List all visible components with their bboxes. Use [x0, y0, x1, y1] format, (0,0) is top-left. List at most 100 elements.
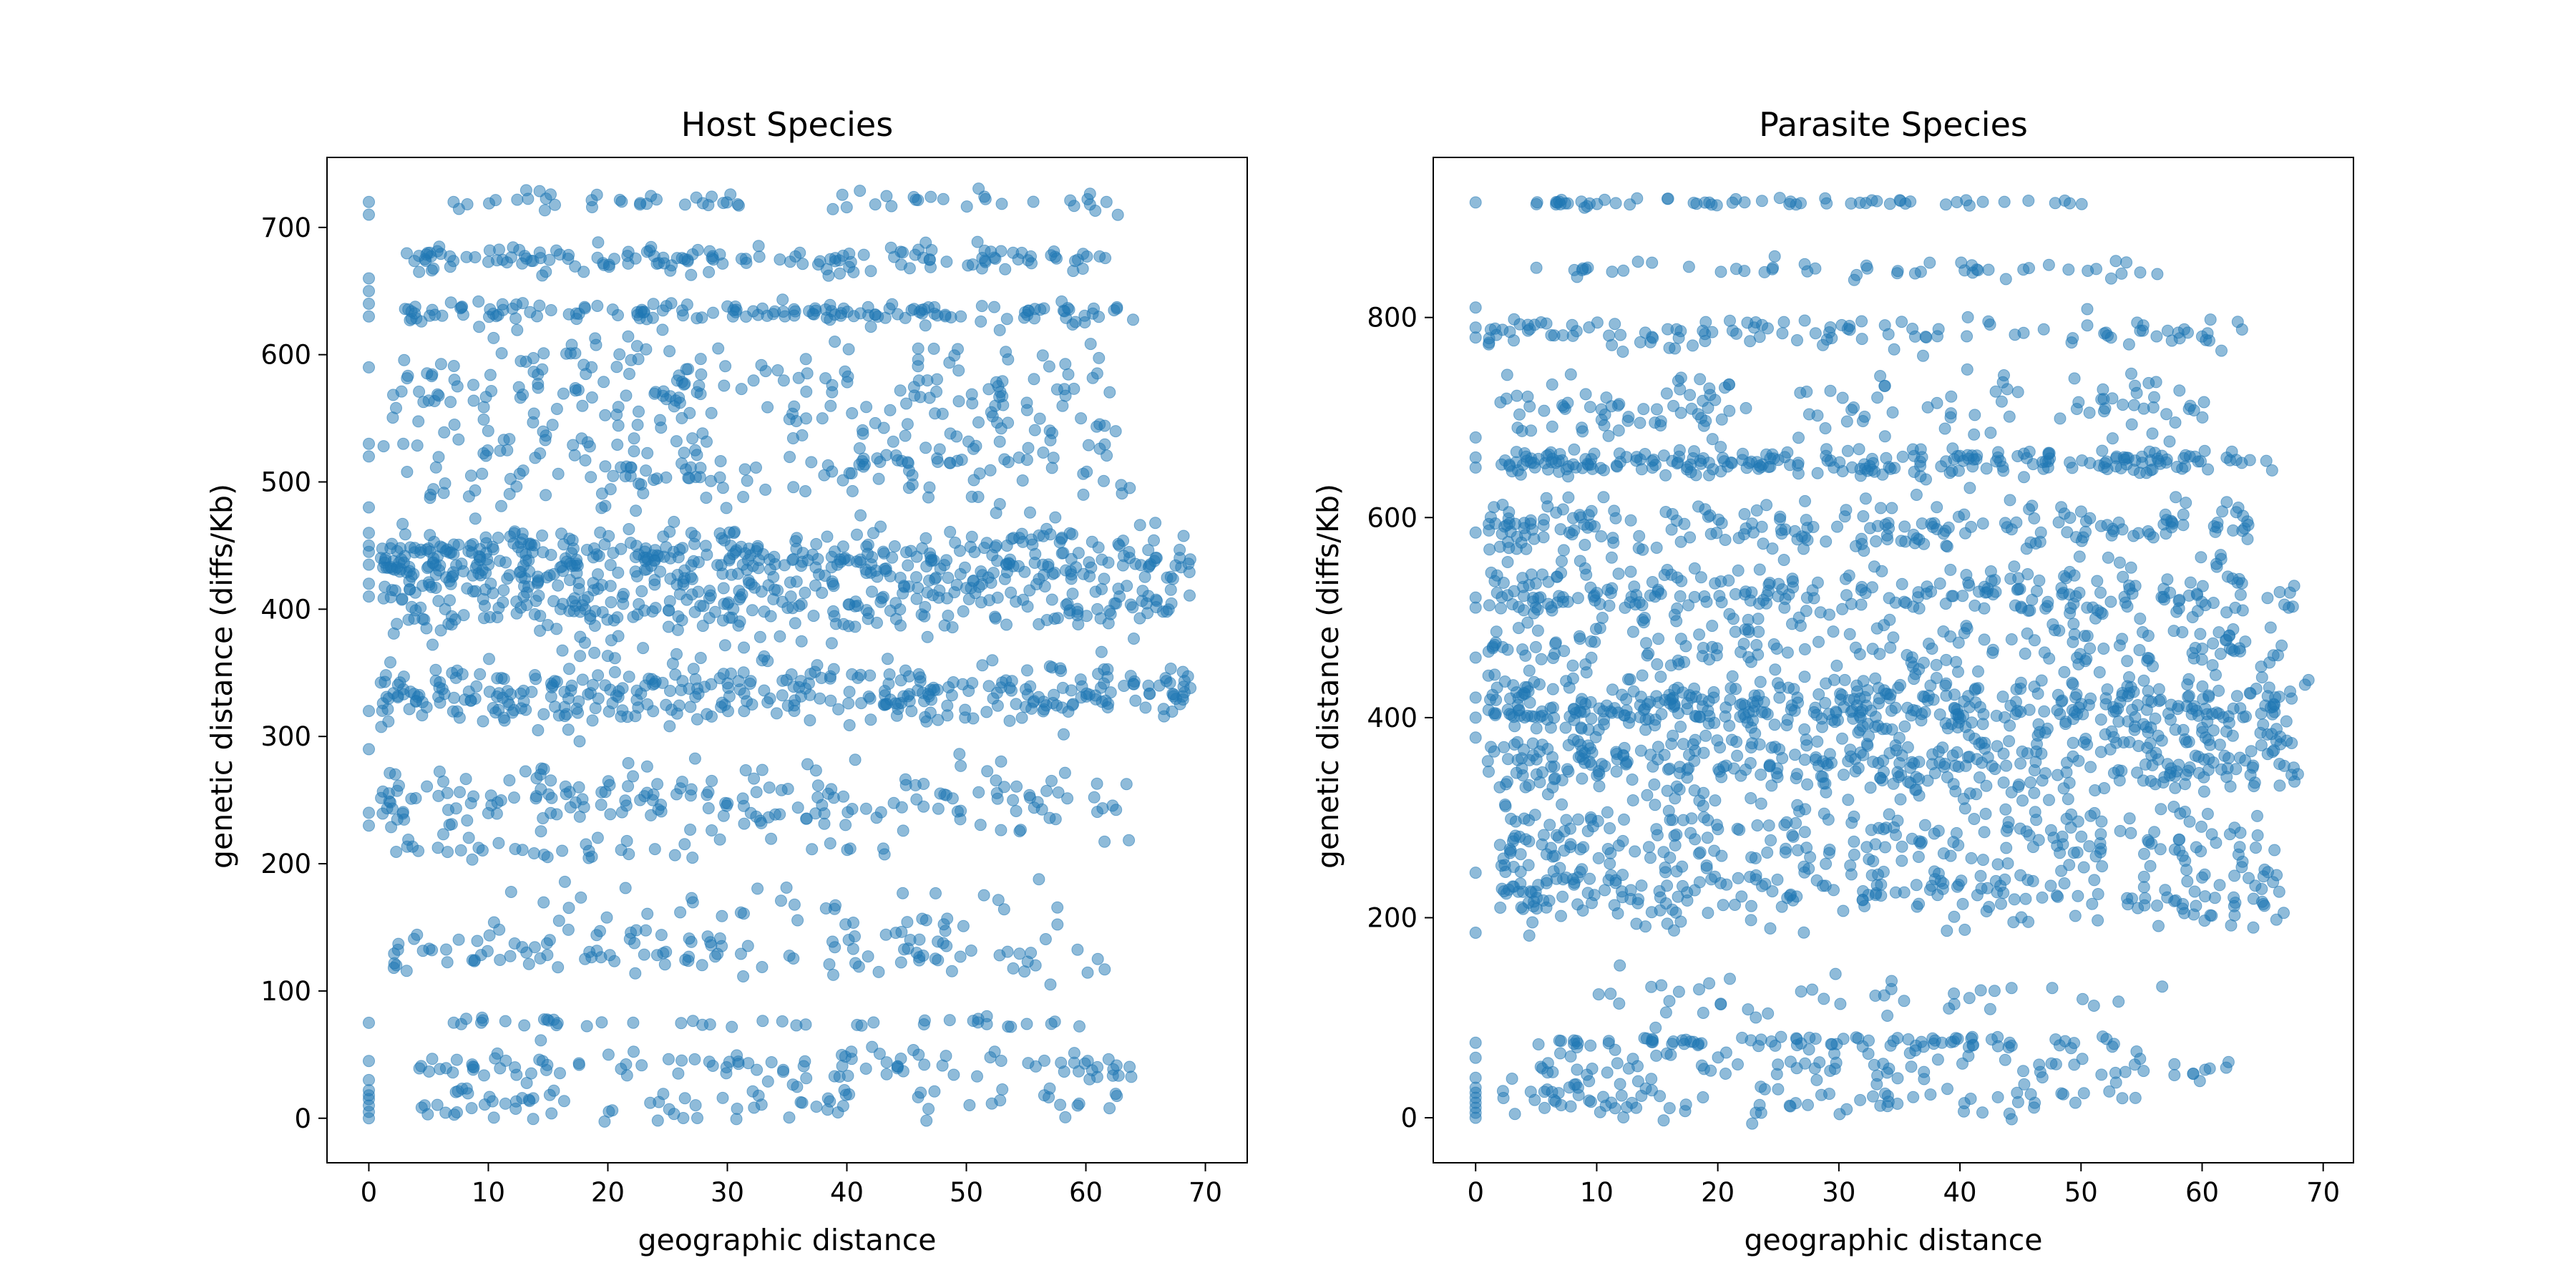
data-point: [1734, 711, 1747, 723]
data-point: [1908, 267, 1921, 280]
data-point: [1091, 1060, 1104, 1073]
data-point: [2081, 630, 2094, 643]
data-point: [645, 190, 658, 203]
data-point: [685, 268, 698, 281]
host-x-axis-label: geographic distance: [638, 1223, 936, 1257]
data-point: [1055, 665, 1068, 678]
data-point: [1761, 589, 1773, 602]
data-point: [1036, 349, 1049, 362]
data-point: [1684, 826, 1697, 839]
y-tick-label: 500: [260, 467, 311, 498]
data-point: [1049, 511, 1062, 524]
data-point: [1941, 924, 1953, 937]
data-point: [1059, 389, 1072, 402]
data-point: [869, 198, 882, 211]
data-point: [1113, 590, 1126, 603]
data-point: [941, 912, 954, 925]
data-point: [1584, 872, 1596, 885]
data-point: [1597, 491, 1610, 504]
data-point: [477, 401, 490, 414]
data-point: [1091, 952, 1104, 965]
data-point: [540, 265, 552, 278]
data-point: [1711, 734, 1724, 747]
data-point: [2134, 324, 2147, 337]
data-point: [548, 675, 561, 688]
data-point: [2022, 195, 2035, 207]
data-point: [384, 591, 397, 604]
data-point: [1580, 568, 1593, 581]
data-point: [1958, 695, 1971, 708]
data-point: [532, 576, 545, 588]
data-point: [2067, 618, 2080, 630]
data-point: [775, 784, 788, 796]
data-point: [1699, 414, 1712, 427]
data-point: [455, 1018, 468, 1030]
data-point: [862, 309, 874, 322]
data-point: [854, 668, 867, 681]
data-point: [2169, 416, 2182, 429]
data-point: [930, 385, 943, 398]
data-point: [393, 779, 405, 792]
data-point: [1585, 712, 1598, 725]
data-point: [1021, 664, 1033, 677]
data-point: [1824, 321, 1837, 333]
data-point: [1855, 333, 1868, 346]
data-point: [889, 613, 902, 625]
data-point: [2241, 532, 2254, 545]
data-point: [565, 679, 578, 692]
data-point: [399, 528, 411, 541]
data-point: [1184, 553, 1196, 566]
data-point: [912, 374, 925, 387]
data-point: [2109, 255, 2122, 268]
data-point: [1519, 649, 1532, 662]
data-point: [1997, 887, 2010, 899]
data-point: [1556, 329, 1569, 342]
data-point: [572, 582, 585, 595]
data-point: [1581, 887, 1594, 899]
data-point: [1864, 781, 1877, 794]
data-point: [1884, 641, 1897, 654]
data-point: [650, 949, 663, 962]
data-point: [744, 675, 757, 688]
data-point: [466, 954, 479, 967]
data-point: [628, 1045, 640, 1058]
data-point: [1017, 535, 1029, 548]
data-point: [1022, 441, 1035, 454]
data-point: [1040, 614, 1053, 626]
data-point: [503, 487, 516, 500]
data-point: [1657, 449, 1670, 462]
data-point: [1690, 197, 1703, 210]
data-point: [1694, 373, 1707, 386]
data-point: [716, 1091, 729, 1104]
data-point: [1098, 438, 1111, 451]
data-point: [1092, 541, 1105, 554]
data-point: [1946, 749, 1959, 762]
data-point: [587, 678, 600, 691]
data-point: [1148, 534, 1160, 547]
data-point: [1719, 710, 1732, 723]
data-point: [1848, 835, 1860, 848]
data-point: [1888, 343, 1901, 356]
data-point: [1572, 813, 1584, 826]
data-point: [2196, 411, 2209, 424]
data-point: [952, 395, 965, 408]
data-point: [1927, 693, 1940, 706]
data-point: [1740, 401, 1752, 414]
data-point: [1989, 385, 2002, 398]
data-point: [2134, 613, 2147, 625]
data-point: [1871, 391, 1884, 404]
data-point: [998, 453, 1011, 466]
data-point: [1745, 792, 1757, 804]
data-point: [864, 566, 877, 579]
data-point: [2188, 885, 2201, 898]
data-point: [1082, 439, 1095, 452]
data-point: [1898, 720, 1911, 733]
data-point: [1080, 465, 1093, 478]
data-point: [713, 833, 726, 846]
data-point: [454, 786, 466, 799]
data-point: [955, 759, 967, 772]
data-point: [1697, 811, 1710, 824]
data-point: [1659, 506, 1672, 518]
data-point: [686, 248, 699, 260]
